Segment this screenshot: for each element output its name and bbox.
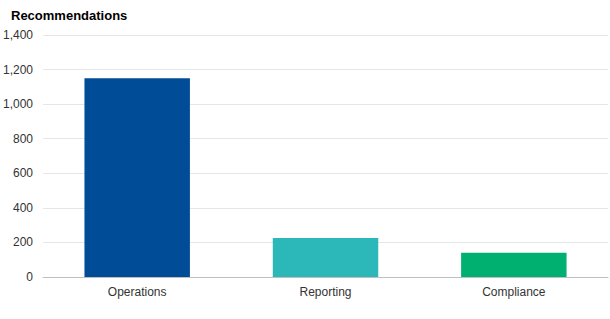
svg-text:0: 0: [26, 270, 33, 284]
svg-text:600: 600: [13, 166, 33, 180]
svg-text:Compliance: Compliance: [482, 285, 546, 299]
svg-text:Recommendations: Recommendations: [11, 8, 127, 23]
svg-text:Operations: Operations: [108, 285, 167, 299]
svg-text:800: 800: [13, 132, 33, 146]
svg-text:1,000: 1,000: [3, 97, 33, 111]
svg-text:Reporting: Reporting: [299, 285, 351, 299]
svg-text:1,200: 1,200: [3, 63, 33, 77]
svg-text:1,400: 1,400: [3, 28, 33, 42]
svg-text:400: 400: [13, 201, 33, 215]
svg-text:200: 200: [13, 235, 33, 249]
